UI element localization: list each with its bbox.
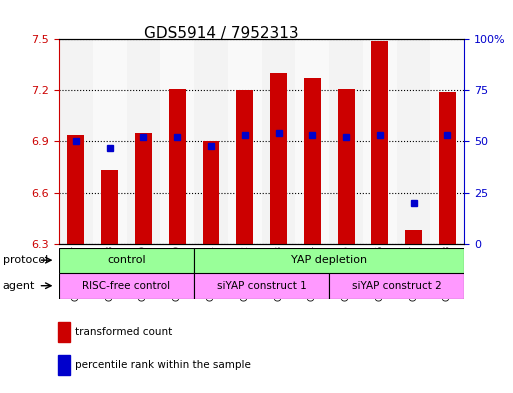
Bar <box>169 89 186 244</box>
Bar <box>58 322 70 342</box>
Bar <box>338 89 354 244</box>
Text: YAP depletion: YAP depletion <box>291 255 367 265</box>
Bar <box>363 39 397 244</box>
Text: percentile rank within the sample: percentile rank within the sample <box>75 360 251 371</box>
Bar <box>67 135 84 244</box>
Bar <box>430 39 464 244</box>
Bar <box>236 90 253 244</box>
Bar <box>101 171 118 244</box>
Bar <box>262 39 295 244</box>
Bar <box>93 39 127 244</box>
Text: transformed count: transformed count <box>75 327 172 338</box>
Bar <box>59 248 194 273</box>
Bar <box>397 39 430 244</box>
Text: siYAP construct 2: siYAP construct 2 <box>352 281 442 291</box>
Bar <box>160 39 194 244</box>
Bar <box>405 230 422 244</box>
Text: GDS5914 / 7952313: GDS5914 / 7952313 <box>144 26 298 40</box>
Bar <box>135 133 152 244</box>
Bar <box>439 92 456 244</box>
Text: control: control <box>107 255 146 265</box>
Bar <box>295 39 329 244</box>
Text: agent: agent <box>3 281 35 291</box>
Bar <box>203 141 220 244</box>
Bar <box>59 273 194 299</box>
Bar <box>228 39 262 244</box>
Text: RISC-free control: RISC-free control <box>83 281 171 291</box>
Bar <box>194 39 228 244</box>
Bar <box>371 41 388 244</box>
Bar <box>194 273 329 299</box>
Bar <box>304 79 321 244</box>
Bar <box>329 39 363 244</box>
Text: protocol: protocol <box>3 255 48 265</box>
Bar <box>127 39 160 244</box>
Bar <box>329 273 464 299</box>
Text: siYAP construct 1: siYAP construct 1 <box>217 281 306 291</box>
Bar <box>59 39 93 244</box>
Bar <box>194 248 464 273</box>
Bar <box>58 355 70 375</box>
Bar <box>270 73 287 244</box>
